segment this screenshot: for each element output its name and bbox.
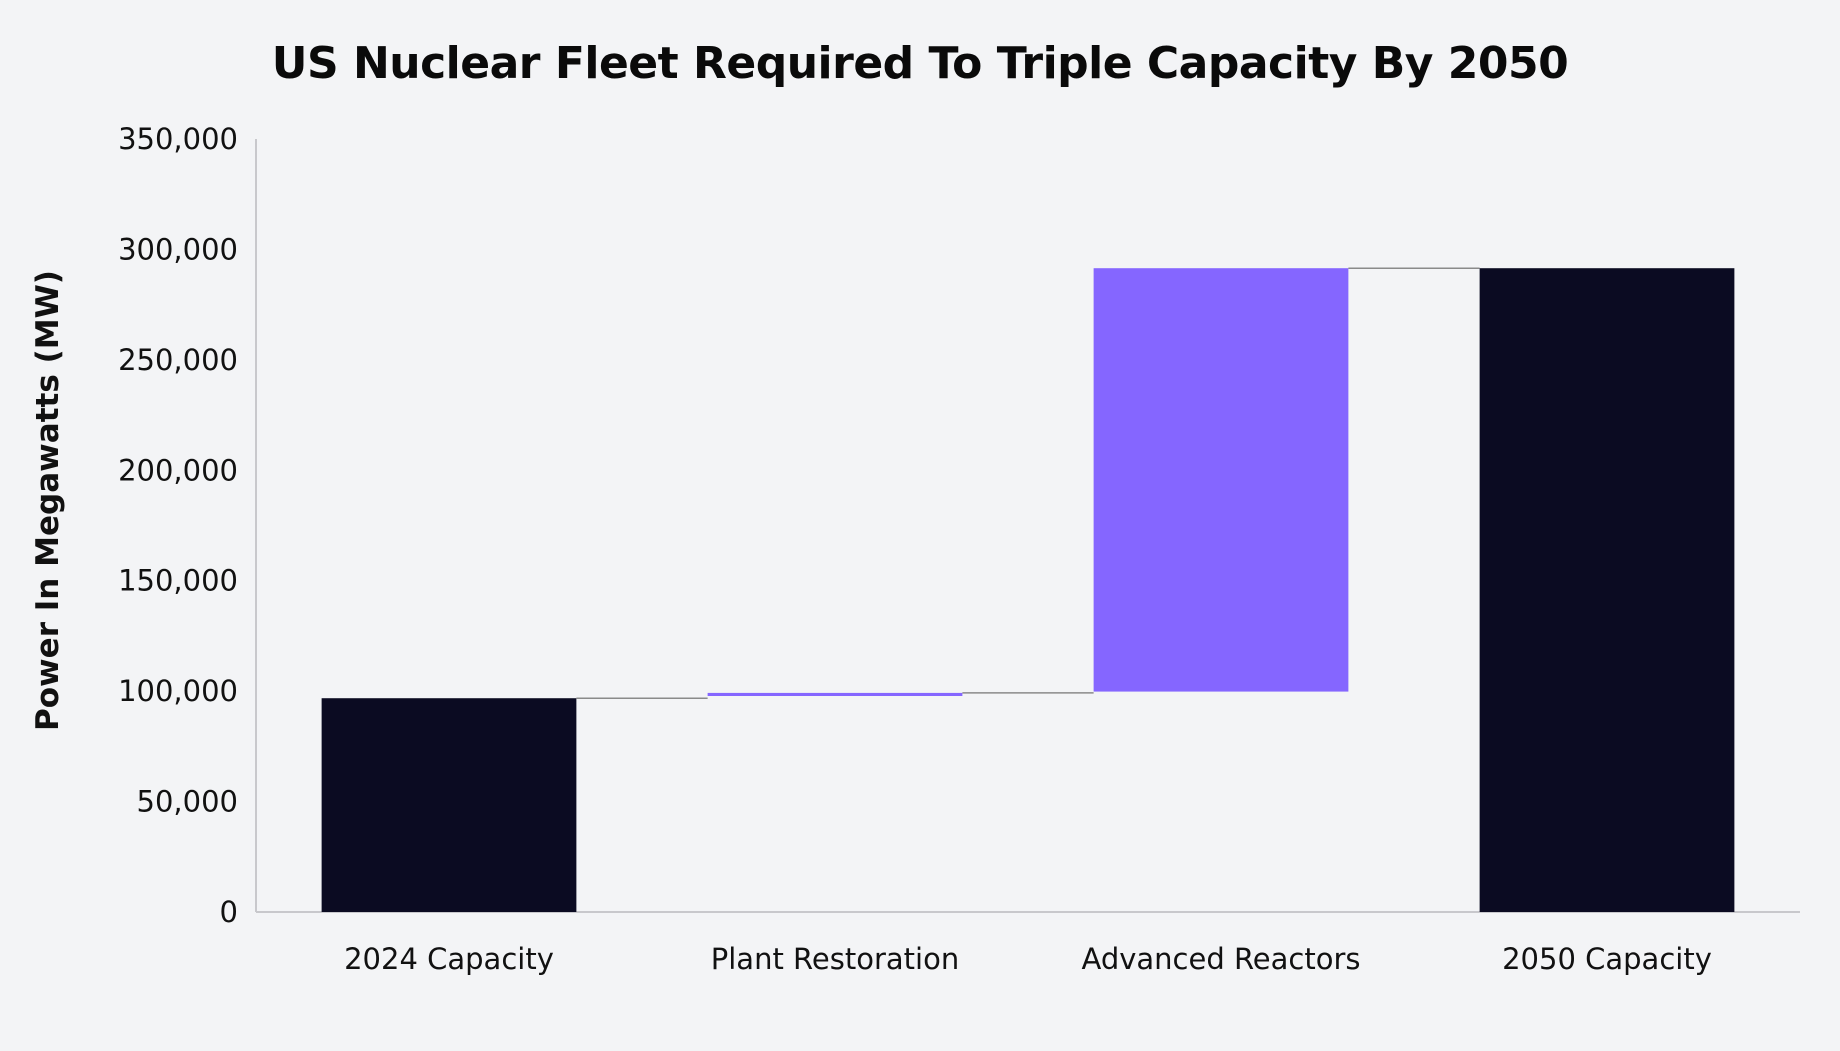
x-tick-label: Advanced Reactors (1081, 942, 1360, 976)
bar-2050-capacity (1479, 268, 1735, 912)
bar-plant-restoration (707, 692, 963, 697)
y-tick-label: 250,000 (118, 343, 238, 377)
y-tick-label: 50,000 (137, 785, 238, 819)
x-tick-label: 2050 Capacity (1502, 942, 1712, 976)
y-axis-label: Power In Megawatts (MW) (30, 270, 66, 731)
bar-advanced-reactors (1093, 268, 1349, 692)
bar-2024-capacity (321, 698, 577, 912)
y-tick-label: 350,000 (118, 122, 238, 156)
y-tick-label: 100,000 (118, 674, 238, 708)
y-tick-label: 150,000 (118, 564, 238, 598)
y-tick-label: 300,000 (118, 232, 238, 266)
y-tick-label: 0 (220, 895, 238, 929)
x-tick-label: Plant Restoration (711, 942, 959, 976)
chart-title: US Nuclear Fleet Required To Triple Capa… (271, 38, 1569, 89)
x-tick-label: 2024 Capacity (344, 942, 554, 976)
y-tick-label: 200,000 (118, 453, 238, 487)
